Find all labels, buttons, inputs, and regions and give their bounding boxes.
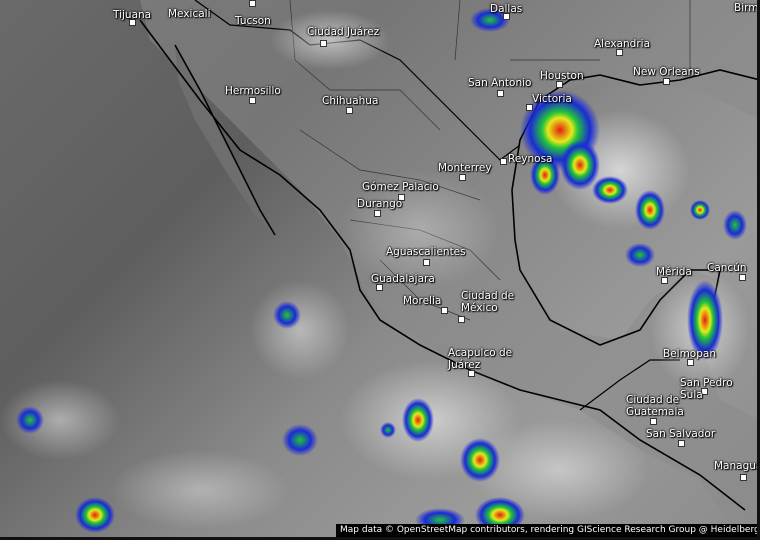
- city-label: Houston: [540, 70, 584, 82]
- city-label: San Pedro Sula: [680, 377, 733, 401]
- city-label: Tijuana: [113, 9, 152, 21]
- city-label: Dallas: [490, 3, 523, 15]
- city-label: Mérida: [656, 266, 692, 278]
- city-label: San Salvador: [646, 428, 716, 440]
- city-marker[interactable]: [687, 359, 694, 366]
- city-label: Morelia: [403, 295, 442, 307]
- city-marker[interactable]: [459, 174, 466, 181]
- city-label: Belmopan: [663, 348, 716, 360]
- city-label: Reynosa: [508, 153, 553, 165]
- city-marker[interactable]: [526, 104, 533, 111]
- city-label: Monterrey: [438, 162, 492, 174]
- map-border: [757, 0, 760, 540]
- city-marker[interactable]: [503, 13, 510, 20]
- city-marker[interactable]: [249, 0, 256, 7]
- city-marker[interactable]: [650, 418, 657, 425]
- city-marker[interactable]: [441, 307, 448, 314]
- city-marker[interactable]: [398, 194, 405, 201]
- city-label: Ciudad de México: [461, 290, 515, 314]
- city-marker[interactable]: [678, 440, 685, 447]
- city-marker[interactable]: [616, 49, 623, 56]
- city-marker[interactable]: [500, 158, 507, 165]
- city-label: Ciudad de Guatemala: [626, 394, 684, 418]
- city-label: Cancún: [707, 262, 747, 274]
- city-label: Birm: [734, 2, 759, 14]
- map-border: [0, 537, 760, 540]
- city-marker[interactable]: [458, 316, 465, 323]
- city-label: Victoria: [532, 93, 572, 105]
- city-marker[interactable]: [320, 40, 327, 47]
- city-label: Gómez Palacio: [362, 181, 439, 193]
- city-marker[interactable]: [663, 78, 670, 85]
- city-marker[interactable]: [423, 259, 430, 266]
- city-label: San Antonio: [468, 77, 532, 89]
- city-marker[interactable]: [468, 370, 475, 377]
- city-marker[interactable]: [497, 90, 504, 97]
- city-label: Mexicali: [168, 8, 211, 20]
- map-attribution: Map data © OpenStreetMap contributors, r…: [336, 524, 757, 537]
- city-marker[interactable]: [701, 388, 708, 395]
- city-label: Ciudad Juárez: [307, 26, 380, 38]
- city-label: Hermosillo: [225, 85, 281, 97]
- city-label: Managua: [714, 460, 760, 472]
- city-label: Chihuahua: [322, 95, 379, 107]
- city-marker[interactable]: [374, 210, 381, 217]
- city-label: Guadalajara: [371, 273, 435, 285]
- city-marker[interactable]: [661, 277, 668, 284]
- city-marker[interactable]: [556, 81, 563, 88]
- city-marker[interactable]: [739, 274, 746, 281]
- city-label: Durango: [357, 198, 403, 210]
- city-label: Acapulco de Juárez: [448, 347, 513, 371]
- city-marker[interactable]: [740, 474, 747, 481]
- city-label: Aguascalientes: [386, 246, 466, 258]
- city-label: New Orleans: [633, 66, 700, 78]
- city-label: Tucson: [235, 15, 271, 27]
- city-label: Alexandria: [594, 38, 651, 50]
- precipitation-cells: [16, 8, 747, 533]
- city-marker[interactable]: [376, 284, 383, 291]
- city-marker[interactable]: [249, 97, 256, 104]
- city-marker[interactable]: [346, 107, 353, 114]
- city-marker[interactable]: [129, 19, 136, 26]
